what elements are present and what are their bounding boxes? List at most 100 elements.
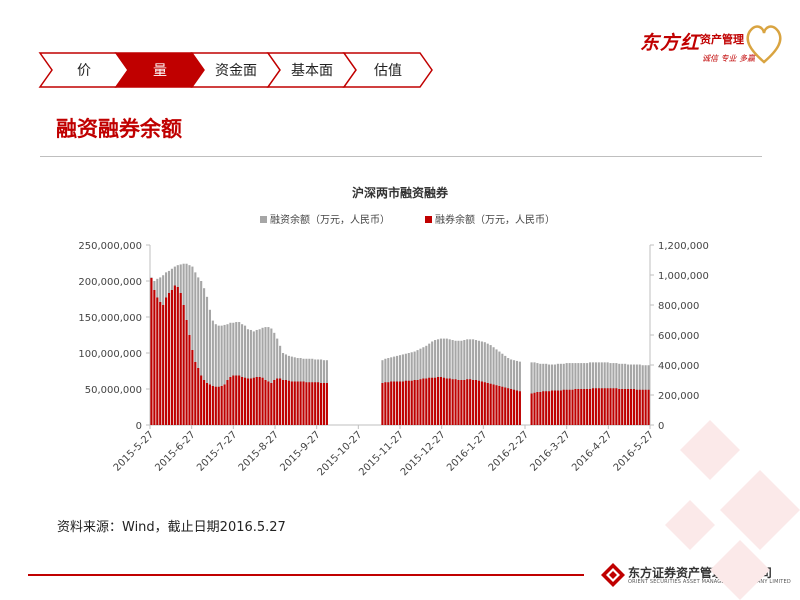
short-balance-bar — [267, 381, 270, 425]
left-tick-label: 100,000,000 — [78, 349, 142, 360]
margin-balance-bar — [194, 272, 197, 425]
short-balance-bar — [185, 320, 188, 425]
x-tick-label: 2015-7-27 — [195, 429, 239, 473]
margin-balance-bar — [203, 288, 206, 425]
short-balance-bar — [384, 382, 387, 425]
tab-3[interactable]: 资金面 — [190, 52, 281, 88]
margin-balance-bar — [270, 328, 273, 425]
short-balance-bar — [279, 378, 282, 425]
margin-balance-bar — [264, 327, 267, 425]
margin-balance-bar — [226, 324, 229, 425]
short-balance-bar — [243, 377, 247, 425]
short-balance-bar — [398, 381, 402, 425]
page-title: 融资融券余额 — [56, 117, 182, 141]
short-balance-bar — [296, 381, 299, 425]
short-balance-bar — [419, 379, 422, 425]
short-balance-bar — [498, 386, 501, 425]
short-balance-bar — [647, 389, 650, 425]
short-balance-bar — [583, 389, 586, 425]
short-balance-bar — [530, 393, 533, 425]
tab-shape[interactable] — [342, 52, 433, 88]
short-balance-bar — [472, 380, 475, 425]
short-balance-bar — [565, 389, 568, 425]
short-balance-bar — [586, 389, 589, 425]
left-tick-label: 250,000,000 — [78, 241, 142, 252]
short-balance-bar — [290, 381, 293, 425]
short-balance-bar — [591, 388, 595, 425]
right-tick-label: 800,000 — [658, 301, 699, 312]
margin-balance-bar — [229, 322, 232, 425]
short-balance-bar — [173, 285, 176, 425]
short-balance-bar — [276, 378, 279, 425]
short-balance-bar — [489, 383, 492, 425]
short-balance-bar — [162, 305, 165, 425]
short-balance-bar — [197, 368, 200, 425]
short-balance-bar — [539, 392, 542, 425]
tab-label[interactable]: 基本面 — [291, 62, 333, 79]
tab-4[interactable]: 基本面 — [266, 52, 357, 88]
short-balance-bar — [518, 391, 521, 425]
tab-1[interactable]: 价 — [38, 52, 129, 88]
margin-balance-bar — [273, 332, 276, 425]
margin-balance-bar — [211, 320, 214, 425]
short-balance-bar — [381, 383, 384, 425]
short-balance-bar — [322, 383, 326, 425]
brand-logo: 东方红 资产管理 诚信 专业 多赢 — [640, 22, 790, 74]
brand-name: 东方红 — [640, 32, 701, 54]
short-balance-bar — [211, 386, 214, 425]
short-balance-bar — [416, 380, 419, 425]
tab-5[interactable]: 估值 — [342, 52, 433, 88]
legend-label-2: 融券余额（万元，人民币） — [435, 213, 555, 226]
short-balance-bar — [252, 377, 255, 425]
short-balance-bar — [434, 377, 437, 425]
short-balance-bar — [273, 380, 276, 425]
right-tick-label: 1,000,000 — [658, 271, 709, 282]
short-balance-bar — [594, 388, 597, 425]
short-balance-bar — [589, 389, 592, 425]
short-balance-bar — [580, 389, 583, 425]
short-balance-bar — [638, 389, 641, 425]
short-balance-bar — [214, 386, 217, 425]
short-balance-bar — [618, 389, 621, 425]
right-tick-label: 0 — [658, 421, 664, 432]
chart-title: 沪深两市融资融券 — [352, 185, 449, 200]
short-balance-bar — [574, 389, 577, 425]
tab-label[interactable]: 估值 — [374, 63, 402, 79]
short-balance-bar — [512, 389, 516, 425]
footer-divider — [28, 574, 584, 576]
short-balance-bar — [474, 380, 478, 425]
short-balance-bar — [559, 390, 562, 425]
tab-label[interactable]: 价 — [77, 63, 91, 79]
short-balance-bar — [293, 381, 296, 425]
short-balance-bar — [170, 290, 173, 425]
short-balance-bar — [179, 293, 182, 425]
short-balance-bar — [515, 390, 519, 425]
chart-legend: 融资余额（万元，人民币） 融券余额（万元，人民币） — [260, 213, 555, 226]
short-balance-bar — [615, 388, 618, 425]
short-balance-bar — [627, 389, 630, 425]
short-balance-bar — [281, 380, 285, 425]
legend-label-1: 融资余额（万元，人民币） — [270, 213, 390, 226]
short-balance-bar — [480, 381, 483, 425]
tab-label[interactable]: 量 — [153, 63, 167, 79]
left-tick-label: 50,000,000 — [85, 385, 142, 396]
margin-balance-bar — [232, 322, 235, 425]
short-balance-bar — [393, 381, 396, 425]
x-tick-label: 2016-5-27 — [612, 429, 656, 473]
short-balance-bar — [507, 388, 510, 425]
short-balance-bar — [466, 379, 469, 425]
tab-2[interactable]: 量 — [114, 52, 205, 88]
short-balance-bar — [390, 381, 393, 425]
short-balance-bar — [217, 386, 220, 425]
short-balance-bar — [548, 391, 551, 425]
short-balance-bar — [255, 377, 258, 425]
short-balance-bar — [454, 379, 457, 425]
brand-tagline: 诚信 专业 多赢 — [702, 54, 756, 63]
short-balance-bar — [483, 382, 486, 425]
tab-label[interactable]: 资金面 — [215, 63, 257, 79]
short-balance-bar — [641, 389, 644, 425]
short-balance-bar — [410, 380, 413, 425]
short-balance-bar — [200, 375, 203, 425]
margin-balance-bar — [241, 324, 244, 425]
